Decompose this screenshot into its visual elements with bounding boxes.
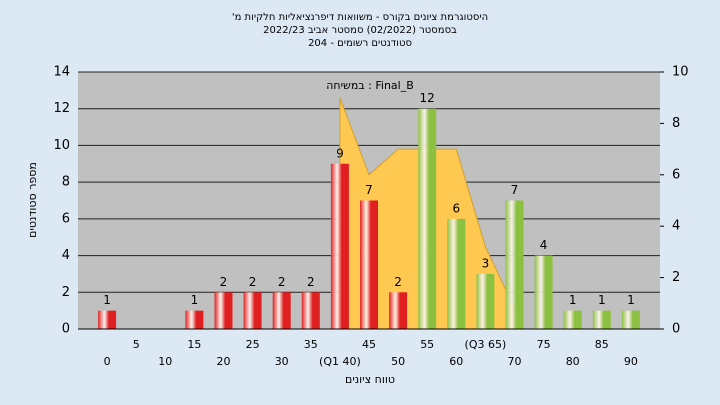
value-label: 7 bbox=[365, 183, 373, 197]
bar bbox=[476, 273, 495, 329]
value-label: 7 bbox=[511, 183, 519, 197]
x-tick-label: 30 bbox=[275, 355, 289, 368]
value-label: 2 bbox=[249, 275, 257, 289]
y2-tick-label: 0 bbox=[672, 322, 680, 337]
bar bbox=[272, 292, 291, 329]
y-tick-label: 4 bbox=[62, 248, 70, 263]
bar bbox=[389, 292, 408, 329]
bar bbox=[505, 200, 524, 329]
chart-subtitle: סטודנטים רשומים - 204 bbox=[308, 38, 412, 49]
bar bbox=[330, 163, 349, 329]
x-tick-label: 90 bbox=[624, 355, 638, 368]
bar bbox=[98, 310, 117, 329]
value-label: 1 bbox=[569, 293, 577, 307]
x-tick-label: 10 bbox=[158, 355, 172, 368]
x-tick-label: 85 bbox=[595, 338, 609, 351]
bar bbox=[592, 310, 611, 329]
y2-tick-label: 2 bbox=[672, 270, 680, 285]
x-tick-label: 45 bbox=[362, 338, 376, 351]
x-tick-label: 60 bbox=[449, 355, 463, 368]
y-tick-label: 6 bbox=[62, 211, 70, 226]
value-label: 3 bbox=[482, 256, 490, 270]
value-label: 2 bbox=[307, 275, 315, 289]
value-label: 1 bbox=[191, 293, 199, 307]
chart-subtitle: בסמסטר (02/2022) סמסטר אביב 2022/23 bbox=[263, 25, 457, 36]
chart-title: היסטוגרמת ציונים בקורס - משוואות דיפרנצי… bbox=[232, 12, 488, 23]
value-label: 4 bbox=[540, 238, 548, 252]
x-tick-label: 55 bbox=[420, 338, 434, 351]
value-label: 2 bbox=[278, 275, 286, 289]
x-tick-label: 35 bbox=[304, 338, 318, 351]
x-tick-label: 25 bbox=[246, 338, 260, 351]
x-tick-label: (Q1 40) bbox=[319, 355, 361, 368]
x-tick-label: 75 bbox=[537, 338, 551, 351]
value-label: 9 bbox=[336, 146, 344, 160]
x-tick-label: 50 bbox=[391, 355, 405, 368]
value-label: 6 bbox=[452, 201, 460, 215]
bar bbox=[447, 218, 466, 329]
bar bbox=[418, 108, 437, 329]
y-tick-label: 12 bbox=[53, 101, 70, 116]
x-tick-label: (Q3 65) bbox=[465, 338, 507, 351]
value-label: 1 bbox=[627, 293, 635, 307]
bar bbox=[621, 310, 640, 329]
y-tick-label: 0 bbox=[62, 322, 70, 337]
bar bbox=[301, 292, 320, 329]
y2-tick-label: 10 bbox=[672, 65, 689, 80]
y-tick-label: 8 bbox=[62, 175, 70, 190]
x-tick-label: 0 bbox=[104, 355, 111, 368]
area-legend: במשיחה : Final_B bbox=[326, 79, 414, 92]
y-tick-label: 14 bbox=[53, 65, 70, 80]
bar bbox=[360, 200, 378, 329]
value-label: 1 bbox=[598, 293, 606, 307]
x-tick-label: 70 bbox=[508, 355, 522, 368]
value-label: 2 bbox=[394, 275, 402, 289]
x-tick-label: 80 bbox=[566, 355, 580, 368]
y2-tick-label: 6 bbox=[672, 167, 680, 182]
y-tick-label: 10 bbox=[53, 138, 70, 153]
value-label: 2 bbox=[220, 275, 228, 289]
y2-tick-label: 4 bbox=[672, 219, 680, 234]
value-label: 12 bbox=[420, 91, 435, 105]
bar bbox=[243, 292, 262, 329]
bar bbox=[214, 292, 233, 329]
bar bbox=[185, 310, 204, 329]
bar bbox=[534, 255, 553, 329]
value-label: 1 bbox=[103, 293, 111, 307]
bar bbox=[563, 310, 582, 329]
y-axis-label: מספר סטודנטים bbox=[26, 162, 39, 238]
y2-tick-label: 8 bbox=[672, 116, 680, 131]
y-tick-label: 2 bbox=[62, 285, 70, 300]
x-axis-label: טווח ציונים bbox=[345, 373, 395, 386]
x-tick-label: 15 bbox=[187, 338, 201, 351]
x-tick-label: 5 bbox=[133, 338, 140, 351]
x-tick-label: 20 bbox=[217, 355, 231, 368]
